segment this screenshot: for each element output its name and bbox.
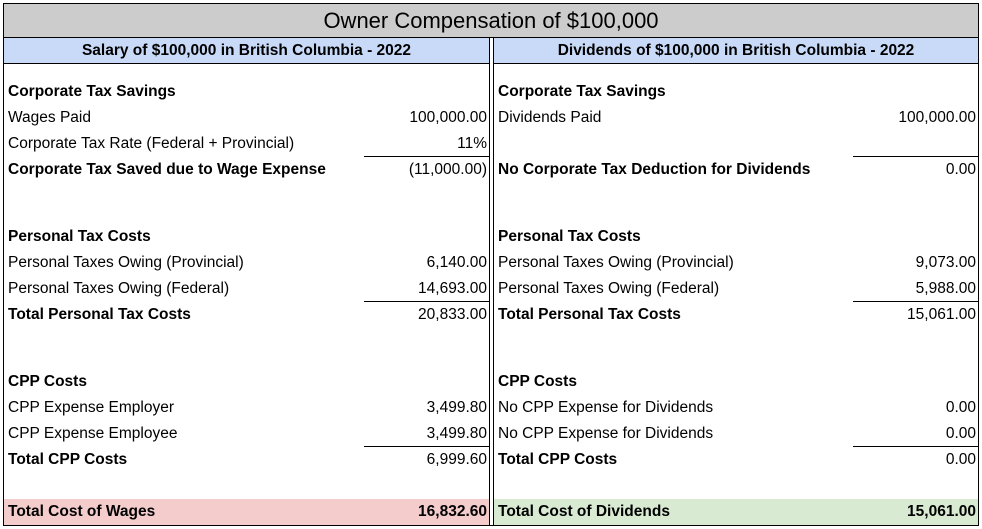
row-label: Personal Taxes Owing (Provincial) [498,254,734,271]
table-row [494,131,978,157]
row-value: 100,000.00 [409,109,487,126]
row-value: 0.00 [945,161,976,178]
row-label: Personal Tax Costs [498,228,641,245]
table-row: Personal Taxes Owing (Federal) 14,693.00 [4,276,489,302]
row-value: 3,499.80 [426,425,487,442]
table-row: Corporate Tax Savings [4,79,489,105]
subtotal-underline [364,446,489,447]
salary-header: Salary of $100,000 in British Columbia -… [4,38,489,64]
table-row: Total Personal Tax Costs 15,061.00 [494,302,978,328]
row-label: Total CPP Costs [498,451,618,468]
row-value: 0.00 [945,451,976,468]
row-value: 100,000.00 [898,109,976,126]
row-value: 5,988.00 [915,280,976,297]
subtotal-underline [364,156,489,157]
row-label: Wages Paid [8,109,91,126]
row-label: Corporate Tax Savings [498,83,666,100]
table-row: Corporate Tax Saved due to Wage Expense (… [4,157,489,183]
dividends-header: Dividends of $100,000 in British Columbi… [494,38,978,64]
row-label: No CPP Expense for Dividends [498,425,714,442]
table-row: CPP Costs [4,369,489,395]
grand-total-row: Total Cost of Wages 16,832.60 [4,499,489,525]
row-label: No CPP Expense for Dividends [498,399,714,416]
row-value: 0.00 [945,399,976,416]
table-row: Wages Paid 100,000.00 [4,105,489,131]
row-label: Corporate Tax Saved due to Wage Expense [8,161,326,178]
table-title: Owner Compensation of $100,000 [4,4,978,38]
subtotal-underline [853,301,978,302]
row-value: (11,000.00) [408,161,487,178]
table-row: Corporate Tax Rate (Federal + Provincial… [4,131,489,157]
table-row: Personal Tax Costs [494,224,978,250]
table-row: CPP Expense Employer 3,499.80 [4,395,489,421]
row-label: CPP Costs [8,373,87,390]
table-row: No Corporate Tax Deduction for Dividends… [494,157,978,183]
table-row: Total Personal Tax Costs 20,833.00 [4,302,489,328]
row-value: 6,140.00 [426,254,487,271]
row-label: Dividends Paid [498,109,602,126]
table-row: Corporate Tax Savings [494,79,978,105]
row-label: Personal Taxes Owing (Federal) [498,280,720,297]
row-label: CPP Costs [498,373,577,390]
row-value: 0.00 [945,425,976,442]
table-row: CPP Expense Employee 3,499.80 [4,421,489,447]
table-row: Dividends Paid 100,000.00 [494,105,978,131]
row-value: 6,999.60 [426,451,487,468]
subtotal-underline [364,301,489,302]
dividends-panel: Dividends of $100,000 in British Columbi… [494,38,978,525]
row-label: No Corporate Tax Deduction for Dividends [498,161,811,178]
row-label: Total Personal Tax Costs [8,306,191,323]
table-row: Personal Taxes Owing (Federal) 5,988.00 [494,276,978,302]
compensation-table: Owner Compensation of $100,000 Salary of… [3,3,979,526]
table-row: CPP Costs [494,369,978,395]
row-value: 3,499.80 [426,399,487,416]
grand-total-row: Total Cost of Dividends 15,061.00 [494,499,978,525]
row-label: Total Cost of Wages [8,503,156,520]
table-row: Personal Taxes Owing (Provincial) 9,073.0… [494,250,978,276]
row-value: 15,061.00 [907,503,976,520]
row-label: Corporate Tax Savings [8,83,176,100]
row-value: 11% [457,135,487,152]
table-row: Personal Taxes Owing (Provincial) 6,140.0… [4,250,489,276]
row-label: Personal Taxes Owing (Provincial) [8,254,244,271]
row-label: CPP Expense Employee [8,425,178,442]
row-label: Total CPP Costs [8,451,128,468]
row-label: Total Cost of Dividends [498,503,670,520]
row-label: Corporate Tax Rate (Federal + Provincial… [8,135,295,152]
table-row: No CPP Expense for Dividends 0.00 [494,421,978,447]
panel-divider [489,38,494,525]
subtotal-underline [853,446,978,447]
table-row: No CPP Expense for Dividends 0.00 [494,395,978,421]
table-row: Total CPP Costs 6,999.60 [4,447,489,473]
row-label: Personal Tax Costs [8,228,151,245]
row-value: 15,061.00 [907,306,976,323]
row-value: 20,833.00 [418,306,487,323]
row-value: 14,693.00 [418,280,487,297]
row-label: CPP Expense Employer [8,399,174,416]
row-label: Personal Taxes Owing (Federal) [8,280,230,297]
row-value: 16,832.60 [418,503,487,520]
subtotal-underline [853,156,978,157]
table-row: Personal Tax Costs [4,224,489,250]
salary-panel: Salary of $100,000 in British Columbia -… [4,38,489,525]
row-label: Total Personal Tax Costs [498,306,681,323]
row-value: 9,073.00 [915,254,976,271]
table-row: Total CPP Costs 0.00 [494,447,978,473]
